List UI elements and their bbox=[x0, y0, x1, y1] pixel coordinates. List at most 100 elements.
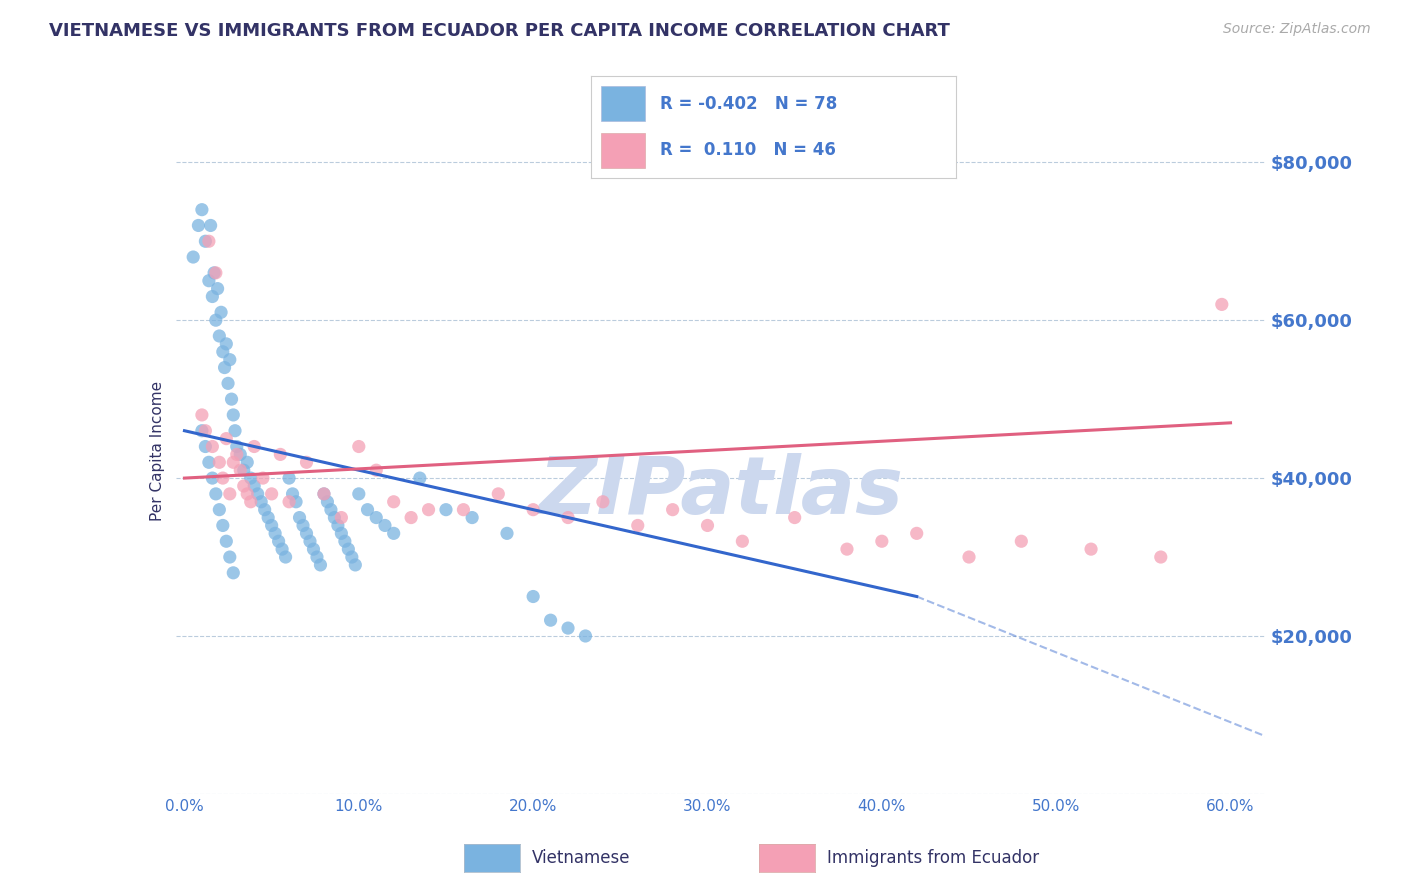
Point bbox=[382, 526, 405, 541]
Point bbox=[201, 471, 224, 485]
Point bbox=[312, 487, 335, 501]
Point bbox=[211, 344, 233, 359]
Point bbox=[330, 526, 353, 541]
Point bbox=[278, 495, 301, 509]
Point bbox=[309, 558, 332, 572]
Point bbox=[198, 274, 221, 288]
Point bbox=[522, 590, 544, 604]
Point bbox=[194, 234, 217, 248]
Point bbox=[1080, 542, 1102, 557]
Point bbox=[260, 487, 283, 501]
Point bbox=[250, 495, 273, 509]
Point bbox=[194, 440, 217, 454]
Text: Vietnamese: Vietnamese bbox=[531, 849, 630, 867]
Point bbox=[540, 613, 562, 627]
Point bbox=[215, 337, 238, 351]
Point bbox=[200, 219, 222, 233]
Point bbox=[208, 455, 231, 469]
Point bbox=[592, 495, 614, 509]
Point bbox=[382, 495, 405, 509]
Point bbox=[215, 534, 238, 549]
Point bbox=[344, 558, 367, 572]
Point bbox=[731, 534, 754, 549]
FancyBboxPatch shape bbox=[602, 133, 645, 168]
Point bbox=[243, 440, 266, 454]
Point bbox=[211, 518, 233, 533]
Point bbox=[337, 542, 360, 557]
Point bbox=[316, 495, 339, 509]
Point bbox=[236, 487, 259, 501]
Point bbox=[232, 479, 254, 493]
Point bbox=[281, 487, 304, 501]
Point bbox=[288, 510, 311, 524]
Point bbox=[274, 549, 297, 564]
Point bbox=[198, 455, 221, 469]
Text: Immigrants from Ecuador: Immigrants from Ecuador bbox=[827, 849, 1039, 867]
Point bbox=[347, 440, 370, 454]
Point bbox=[557, 510, 579, 524]
Point bbox=[202, 266, 225, 280]
Point bbox=[418, 502, 440, 516]
Point bbox=[191, 202, 214, 217]
Point bbox=[326, 518, 349, 533]
Point bbox=[292, 518, 315, 533]
Point bbox=[205, 313, 228, 327]
Point bbox=[201, 289, 224, 303]
Point bbox=[194, 424, 217, 438]
Text: ZIPatlas: ZIPatlas bbox=[538, 452, 903, 531]
Point bbox=[461, 510, 484, 524]
Point bbox=[239, 495, 262, 509]
Y-axis label: Per Capita Income: Per Capita Income bbox=[149, 380, 165, 521]
Point bbox=[1150, 549, 1173, 564]
Point bbox=[399, 510, 422, 524]
Point bbox=[191, 424, 214, 438]
Text: Source: ZipAtlas.com: Source: ZipAtlas.com bbox=[1223, 22, 1371, 37]
Point bbox=[218, 549, 240, 564]
Point bbox=[285, 495, 308, 509]
Point bbox=[257, 510, 280, 524]
Point bbox=[229, 447, 252, 461]
Point bbox=[243, 479, 266, 493]
Point bbox=[434, 502, 457, 516]
Point bbox=[557, 621, 579, 635]
Point bbox=[246, 487, 269, 501]
Point bbox=[835, 542, 858, 557]
Point bbox=[225, 447, 247, 461]
Text: VIETNAMESE VS IMMIGRANTS FROM ECUADOR PER CAPITA INCOME CORRELATION CHART: VIETNAMESE VS IMMIGRANTS FROM ECUADOR PE… bbox=[49, 22, 950, 40]
Point bbox=[215, 432, 238, 446]
FancyBboxPatch shape bbox=[602, 87, 645, 121]
Point bbox=[496, 526, 519, 541]
Point bbox=[333, 534, 356, 549]
Point bbox=[905, 526, 928, 541]
Text: R =  0.110   N = 46: R = 0.110 N = 46 bbox=[659, 141, 835, 159]
Point bbox=[218, 487, 240, 501]
Point bbox=[208, 502, 231, 516]
Point bbox=[229, 463, 252, 477]
Point bbox=[222, 566, 245, 580]
Point bbox=[783, 510, 806, 524]
Point bbox=[356, 502, 378, 516]
Point bbox=[236, 455, 259, 469]
Point bbox=[366, 463, 388, 477]
Point bbox=[661, 502, 683, 516]
Point bbox=[205, 266, 228, 280]
Point bbox=[312, 487, 335, 501]
Point bbox=[1010, 534, 1032, 549]
Point bbox=[522, 502, 544, 516]
Point bbox=[323, 510, 346, 524]
Point bbox=[267, 534, 290, 549]
Point bbox=[221, 392, 243, 406]
Point bbox=[319, 502, 342, 516]
Point bbox=[278, 471, 301, 485]
Point bbox=[870, 534, 893, 549]
Point bbox=[218, 352, 240, 367]
Point bbox=[295, 526, 318, 541]
Point bbox=[260, 518, 283, 533]
Point bbox=[1211, 297, 1233, 311]
Point bbox=[211, 471, 233, 485]
Point bbox=[207, 282, 229, 296]
Point bbox=[225, 440, 247, 454]
Point bbox=[696, 518, 718, 533]
Point bbox=[224, 424, 246, 438]
Point bbox=[201, 440, 224, 454]
